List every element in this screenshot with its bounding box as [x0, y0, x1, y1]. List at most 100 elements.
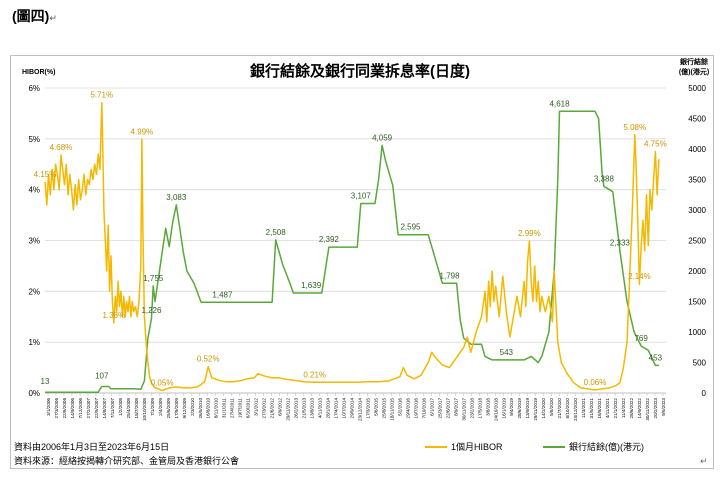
hibor-line — [44, 101, 660, 392]
x-tick-label: 25/3/2017 — [437, 398, 442, 419]
left-tick-label: 6% — [28, 84, 40, 93]
data-label: 453 — [649, 353, 663, 362]
x-tick-label: 2/4/2009 — [158, 398, 163, 416]
x-tick-label: 23/12/2014 — [357, 398, 362, 421]
right-axis-ticks: 0 500 1000 1500 2000 2500 3000 3500 4000 4500 5000 — [688, 84, 706, 398]
x-tick-label: 31/5/2021 — [589, 398, 594, 419]
left-tick-label: 4% — [28, 186, 40, 195]
x-tick-label: 29/4/2016 — [405, 398, 410, 419]
data-label: 5.71% — [90, 91, 113, 100]
x-tick-label: 3/1/2006 — [46, 398, 51, 416]
x-tick-label: 25/4/2008 — [126, 398, 131, 419]
data-label: 2.99% — [518, 229, 541, 238]
x-tick-label: 27/3/2012 — [262, 398, 267, 419]
x-tick-label: 27/3/2006 — [54, 398, 59, 419]
data-label: 4.15% — [34, 170, 57, 179]
x-tick-label: 4/11/2021 — [605, 398, 610, 419]
x-tick-label: 19/7/2011 — [238, 398, 243, 419]
x-tick-label: 7/11/2007 — [110, 398, 115, 419]
x-tick-label: 30/11/2022 — [645, 398, 650, 421]
x-tick-label: 28/1/2014 — [326, 398, 331, 419]
x-tick-label: 23/2/2018 — [469, 398, 474, 419]
x-tick-label: 9/12/2009 — [182, 398, 187, 419]
x-tick-label: 27/4/2011 — [230, 398, 235, 419]
data-label: 3,107 — [351, 191, 372, 200]
series-layer — [44, 101, 660, 393]
x-tick-label: 25/8/2015 — [381, 398, 386, 419]
x-tick-label: 28/6/2019 — [517, 398, 522, 419]
x-tick-label: 18/7/2008 — [134, 398, 139, 419]
x-tick-label: 21/1/2022 — [613, 398, 618, 419]
data-label: 0.05% — [151, 378, 174, 387]
data-label: 3,388 — [594, 174, 615, 183]
x-tick-label: 13/8/2013 — [310, 398, 315, 419]
x-tick-label: 21/6/2012 — [270, 398, 275, 419]
data-label: 2,333 — [610, 239, 631, 248]
x-tick-label: 3/1/2012 — [254, 398, 259, 416]
x-tick-label: 14/2/2020 — [541, 398, 546, 419]
x-tick-label: 21/5/2013 — [302, 398, 307, 419]
data-label: 4,618 — [550, 99, 571, 108]
data-label: 0.21% — [303, 370, 326, 379]
right-axis-label-line: (億)(港元) — [679, 67, 709, 76]
balance-line — [45, 110, 659, 393]
right-tick-label: 2500 — [688, 237, 706, 246]
data-label: 4.75% — [644, 140, 667, 149]
data-label: 1,487 — [212, 290, 233, 299]
right-tick-label: 4000 — [688, 145, 706, 154]
data-label: 5.08% — [623, 123, 646, 132]
data-label: 1,226 — [141, 306, 162, 315]
data-label: 0.52% — [197, 355, 220, 364]
x-tick-label: 14/9/2022 — [637, 398, 642, 419]
return-mark: ↵ — [700, 456, 708, 466]
x-tick-label: 1/2/2008 — [118, 398, 123, 416]
x-tick-label: 7/10/2016 — [421, 398, 426, 419]
data-label: 4.68% — [50, 143, 73, 152]
x-tick-label: 22/6/2017 — [445, 398, 450, 419]
x-tick-label: 18/11/2015 — [389, 398, 394, 421]
x-tick-label: 28/6/2022 — [629, 398, 634, 419]
right-axis-label-line: 銀行結餘 — [680, 57, 709, 66]
right-tick-label: 0 — [702, 389, 707, 398]
x-tick-label: 17/9/2009 — [174, 398, 179, 419]
x-tick-label: 9/4/2019 — [509, 398, 514, 416]
x-tick-label: 7/1/2009 — [150, 398, 155, 416]
x-tick-label: 22/6/2006 — [62, 398, 67, 419]
data-label: 4,059 — [372, 133, 393, 142]
x-tick-label: 26/2/2013 — [294, 398, 299, 419]
left-axis-ticks: 0% 1% 2% 3% 4% 5% 6% — [28, 84, 40, 398]
legend-label: 銀行結餘(億)(港元) — [569, 441, 644, 452]
x-tick-label: 3/8/2018 — [485, 398, 490, 416]
legend-label: 1個月HIBOR — [451, 441, 503, 452]
x-tick-label: 8/11/2010 — [214, 398, 219, 419]
data-label: 2,392 — [319, 235, 340, 244]
left-axis-label: HIBOR(%) — [22, 69, 55, 76]
right-tick-label: 1500 — [688, 298, 706, 307]
x-tick-label: 2/3/2010 — [190, 398, 195, 416]
x-tick-label: 17/3/2015 — [365, 398, 370, 419]
x-tick-label: 8/10/2020 — [565, 398, 570, 419]
left-tick-label: 3% — [28, 237, 40, 246]
figure-label: (圖四)↵ — [12, 8, 57, 24]
x-tick-label: 6/10/2011 — [246, 398, 251, 419]
data-label: 1,639 — [301, 281, 322, 290]
x-tick-label: 7/12/2006 — [78, 398, 83, 419]
data-label: 769 — [634, 334, 648, 343]
x-tick-label: 10/7/2014 — [342, 398, 347, 419]
x-axis-ticks: 3/1/2006 27/3/2006 22/6/2006 14/9/2006 7/12/… — [46, 393, 666, 421]
x-tick-label: 16/8/2010 — [206, 398, 211, 419]
x-tick-label: 13/9/2019 — [525, 398, 530, 419]
chart-frame — [10, 55, 714, 469]
x-tick-label: 17/4/2014 — [334, 398, 339, 419]
data-label: 1,798 — [440, 271, 461, 280]
period-note: 資料由2006年1月3日至2023年6月15日 — [14, 442, 170, 452]
x-tick-label: 30/11/2017 — [461, 398, 466, 421]
source-note: 資料來源：經絡按揭轉介研究部、金管局及香港銀行公會 — [14, 456, 240, 466]
x-tick-label: 11/4/2022 — [621, 398, 626, 419]
x-tick-label: 14/9/2006 — [70, 398, 75, 419]
x-tick-label: 26/5/2010 — [198, 398, 203, 419]
data-label: 2.14% — [628, 272, 651, 281]
x-tick-label: 11/3/2021 — [581, 398, 586, 419]
data-label: 13 — [41, 377, 50, 386]
left-tick-label: 2% — [28, 287, 40, 296]
